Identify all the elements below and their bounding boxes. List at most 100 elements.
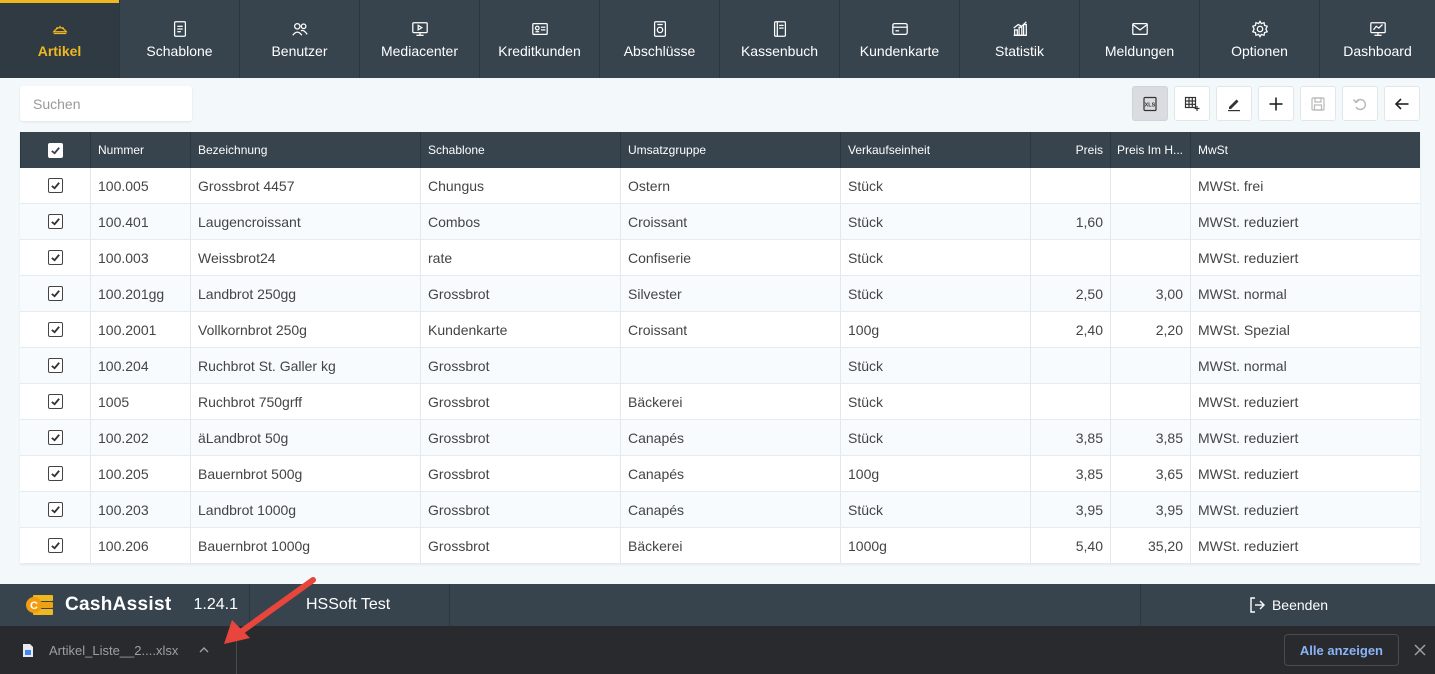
cell-umsatzgruppe: Bäckerei	[620, 528, 840, 563]
nav-item-dashboard[interactable]: Dashboard	[1320, 0, 1435, 78]
check-icon	[50, 362, 60, 370]
cell-verkaufseinheit: 100g	[840, 456, 1030, 491]
row-checkbox[interactable]	[47, 286, 63, 301]
cell-mwst: MWSt. reduziert	[1190, 492, 1420, 527]
file-icon	[23, 643, 33, 657]
app-logo: C CashAssist 1.24.1	[0, 584, 250, 626]
save-icon	[1311, 96, 1325, 111]
row-check-cell	[20, 456, 90, 491]
book-icon	[773, 20, 786, 37]
logout-button[interactable]: Beenden	[1141, 584, 1435, 626]
nav-item-mediacenter[interactable]: Mediacenter	[360, 0, 480, 78]
check-icon	[50, 470, 60, 478]
nav-item-kreditkunden[interactable]: Kreditkunden	[480, 0, 600, 78]
logout-icon	[1250, 597, 1265, 613]
cell-nummer: 100.204	[90, 348, 190, 383]
chevron-up-icon[interactable]	[198, 644, 210, 656]
cell-preis-im-haus: 3,00	[1110, 276, 1190, 311]
header-verkaufseinheit[interactable]: Verkaufseinheit	[840, 132, 1030, 168]
table-add-button[interactable]	[1174, 86, 1210, 121]
top-navigation: Artikel Schablone Benutzer Mediacenter K…	[0, 0, 1435, 78]
add-button[interactable]	[1258, 86, 1294, 121]
row-checkbox[interactable]	[47, 322, 63, 337]
nav-item-meldungen[interactable]: Meldungen	[1080, 0, 1200, 78]
show-all-button[interactable]: Alle anzeigen	[1283, 634, 1399, 666]
table-row[interactable]: 100.203 Landbrot 1000g Grossbrot Canapés…	[20, 492, 1420, 528]
cell-umsatzgruppe: Confiserie	[620, 240, 840, 275]
header-preis[interactable]: Preis	[1030, 132, 1110, 168]
table-row[interactable]: 100.202 äLandbrot 50g Grossbrot Canapés …	[20, 420, 1420, 456]
table-row[interactable]: 100.206 Bauernbrot 1000g Grossbrot Bäcke…	[20, 528, 1420, 564]
nav-item-optionen[interactable]: Optionen	[1200, 0, 1320, 78]
row-checkbox[interactable]	[47, 358, 63, 373]
header-schablone[interactable]: Schablone	[420, 132, 620, 168]
table-row[interactable]: 1005 Ruchbrot 750grff Grossbrot Bäckerei…	[20, 384, 1420, 420]
download-item[interactable]: Artikel_Liste__2....xlsx	[0, 626, 237, 674]
table-row[interactable]: 100.003 Weissbrot24 rate Confiserie Stüc…	[20, 240, 1420, 276]
cell-preis	[1030, 384, 1110, 419]
envelope-icon	[1131, 22, 1148, 35]
select-all-checkbox[interactable]	[48, 142, 63, 158]
cashassist-logo-icon: C	[26, 595, 53, 615]
cell-nummer: 100.2001	[90, 312, 190, 347]
cell-schablone: Chungus	[420, 168, 620, 203]
header-umsatzgruppe[interactable]: Umsatzgruppe	[620, 132, 840, 168]
cell-bezeichnung: Landbrot 1000g	[190, 492, 420, 527]
nav-item-kundenkarte[interactable]: Kundenkarte	[840, 0, 960, 78]
table-body: 100.005 Grossbrot 4457 Chungus Ostern St…	[20, 168, 1420, 564]
nav-item-abschluesse[interactable]: Abschlüsse	[600, 0, 720, 78]
save-button[interactable]	[1300, 86, 1336, 121]
nav-item-statistik[interactable]: Statistik	[960, 0, 1080, 78]
document-icon	[173, 20, 186, 37]
table-row[interactable]: 100.201gg Landbrot 250gg Grossbrot Silve…	[20, 276, 1420, 312]
row-checkbox[interactable]	[47, 178, 63, 193]
cell-schablone: Grossbrot	[420, 528, 620, 563]
app-footer: C CashAssist 1.24.1 HSSoft Test Beenden	[0, 584, 1435, 626]
row-checkbox[interactable]	[47, 538, 63, 553]
row-check-cell	[20, 384, 90, 419]
header-nummer[interactable]: Nummer	[90, 132, 190, 168]
row-checkbox[interactable]	[47, 430, 63, 445]
row-check-cell	[20, 204, 90, 239]
nav-item-schablone[interactable]: Schablone	[120, 0, 240, 78]
edit-button[interactable]	[1216, 86, 1252, 121]
search-input[interactable]: Suchen	[20, 86, 192, 121]
cell-bezeichnung: Laugencroissant	[190, 204, 420, 239]
cell-mwst: MWSt. normal	[1190, 276, 1420, 311]
nav-item-kassenbuch[interactable]: Kassenbuch	[720, 0, 840, 78]
cell-mwst: MWSt. normal	[1190, 348, 1420, 383]
close-icon[interactable]	[1413, 643, 1427, 657]
footer-spacer	[450, 584, 1141, 626]
row-checkbox[interactable]	[47, 214, 63, 229]
table-row[interactable]: 100.005 Grossbrot 4457 Chungus Ostern St…	[20, 168, 1420, 204]
header-mwst[interactable]: MwSt	[1190, 132, 1420, 168]
nav-label: Statistik	[994, 42, 1044, 59]
row-check-cell	[20, 348, 90, 383]
row-checkbox[interactable]	[47, 466, 63, 481]
cell-bezeichnung: Weissbrot24	[190, 240, 420, 275]
export-excel-button[interactable]: XLS	[1132, 86, 1168, 121]
cell-verkaufseinheit: Stück	[840, 204, 1030, 239]
table-row[interactable]: 100.401 Laugencroissant Combos Croissant…	[20, 204, 1420, 240]
table-header: Nummer Bezeichnung Schablone Umsatzgrupp…	[20, 132, 1420, 168]
bread-icon	[51, 25, 68, 34]
row-checkbox[interactable]	[47, 394, 63, 409]
row-checkbox[interactable]	[47, 250, 63, 265]
users-icon	[291, 22, 308, 36]
cell-verkaufseinheit: Stück	[840, 492, 1030, 527]
cell-schablone: Grossbrot	[420, 348, 620, 383]
table-row[interactable]: 100.2001 Vollkornbrot 250g Kundenkarte C…	[20, 312, 1420, 348]
header-bezeichnung[interactable]: Bezeichnung	[190, 132, 420, 168]
header-preis-im-haus[interactable]: Preis Im H...	[1110, 132, 1190, 168]
back-button[interactable]	[1384, 86, 1420, 121]
row-checkbox[interactable]	[47, 502, 63, 517]
cell-nummer: 100.205	[90, 456, 190, 491]
nav-item-artikel[interactable]: Artikel	[0, 0, 120, 78]
nav-label: Meldungen	[1104, 42, 1175, 59]
nav-item-benutzer[interactable]: Benutzer	[240, 0, 360, 78]
undo-button[interactable]	[1342, 86, 1378, 121]
cell-bezeichnung: Grossbrot 4457	[190, 168, 420, 203]
cell-bezeichnung: Bauernbrot 1000g	[190, 528, 420, 563]
table-row[interactable]: 100.204 Ruchbrot St. Galler kg Grossbrot…	[20, 348, 1420, 384]
table-row[interactable]: 100.205 Bauernbrot 500g Grossbrot Canapé…	[20, 456, 1420, 492]
